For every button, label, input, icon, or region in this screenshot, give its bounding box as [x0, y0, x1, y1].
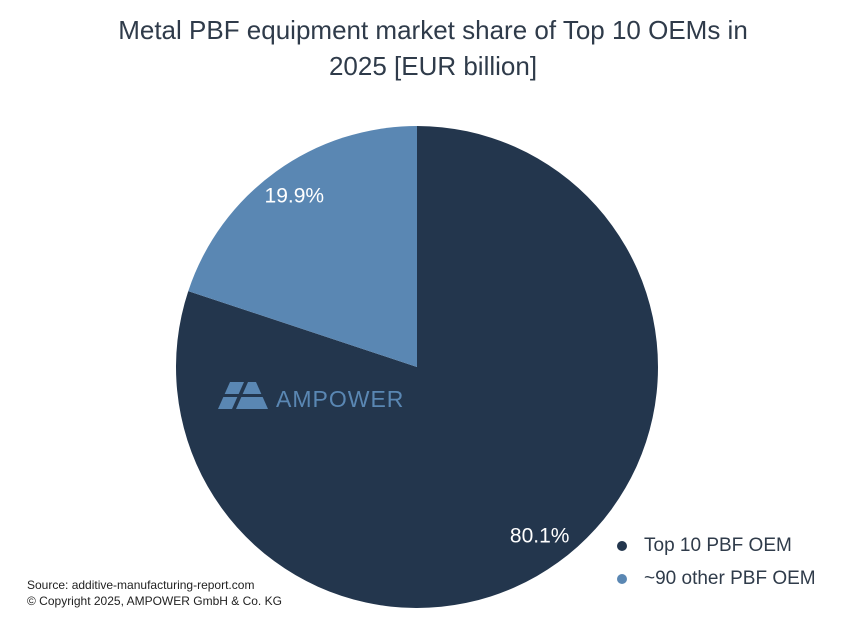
watermark-logo	[218, 382, 268, 409]
legend-label: ~90 other PBF OEM	[644, 568, 816, 589]
legend-marker	[617, 541, 627, 551]
slices	[175, 126, 658, 608]
legend-label: Top 10 PBF OEM	[644, 535, 792, 556]
legend-marker	[617, 574, 627, 584]
logo-part	[220, 394, 266, 397]
copyright: © Copyright 2025, AMPOWER GmbH & Co. KG	[27, 594, 282, 608]
value-label: 19.9%	[265, 185, 325, 208]
watermark: AMPOWER	[276, 386, 404, 412]
slice	[188, 126, 417, 367]
chart-title: Metal PBF equipment market share of Top …	[118, 15, 748, 81]
value-label: 80.1%	[510, 525, 570, 548]
source: Source: additive-manufacturing-report.co…	[27, 578, 254, 592]
